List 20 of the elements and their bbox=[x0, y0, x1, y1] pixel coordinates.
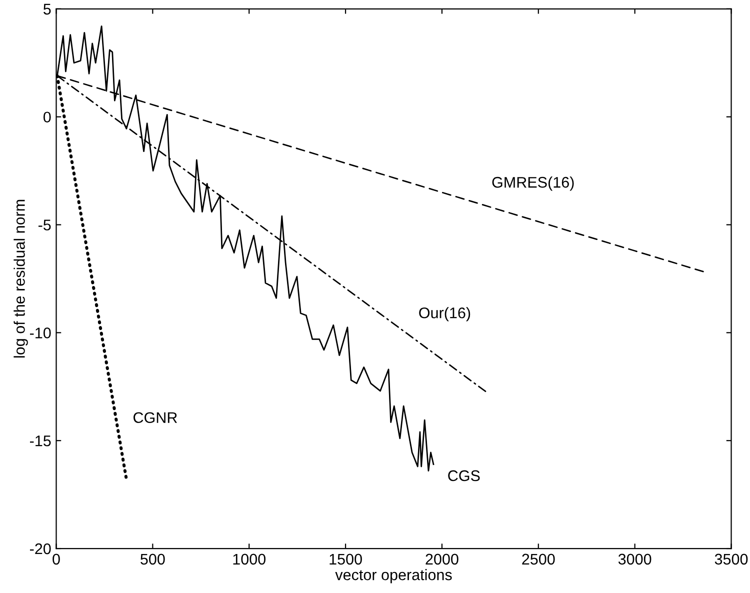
x-tick-label: 2000 bbox=[426, 554, 458, 565]
y-tick-label: 5 bbox=[44, 4, 51, 15]
x-tick-label: 3500 bbox=[714, 554, 748, 565]
series-label: GMRES(16) bbox=[492, 176, 574, 191]
x-tick-label: 500 bbox=[140, 554, 165, 565]
series-label: CGNR bbox=[134, 412, 178, 424]
x-axis-title: vector operations bbox=[335, 569, 452, 584]
x-tick-label: 2500 bbox=[522, 554, 555, 565]
series-label: CGS bbox=[448, 470, 480, 482]
y-tick-label: -20 bbox=[30, 543, 51, 554]
series-label: Our(16) bbox=[419, 307, 470, 322]
y-tick-label: 0 bbox=[43, 112, 51, 123]
x-tick-label: 1000 bbox=[233, 554, 266, 565]
x-tick-label: 0 bbox=[52, 554, 60, 565]
x-tick-label: 1500 bbox=[330, 554, 362, 565]
y-axis-title: log of the residual norm bbox=[14, 200, 28, 358]
y-tick-label: -5 bbox=[38, 220, 51, 230]
y-tick-label: -10 bbox=[30, 328, 51, 338]
x-tick-label: 3000 bbox=[618, 554, 652, 565]
y-tick-label: -15 bbox=[30, 436, 51, 446]
